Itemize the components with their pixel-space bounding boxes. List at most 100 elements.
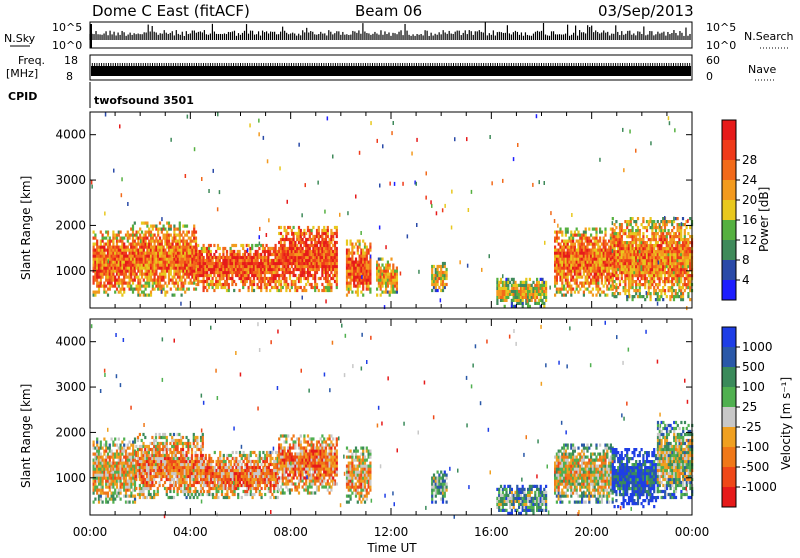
- range-gate-cell: [612, 249, 614, 253]
- range-gate-cell: [150, 294, 152, 297]
- range-gate-cell: [166, 231, 168, 234]
- range-gate-cell: [179, 273, 181, 276]
- range-gate-cell: [235, 283, 237, 286]
- range-gate-cell: [294, 241, 296, 244]
- range-gate-cell: [259, 227, 261, 231]
- range-gate-cell: [556, 240, 558, 243]
- range-gate-cell: [545, 284, 547, 287]
- range-gate-cell: [369, 282, 371, 285]
- freq-label: Freq.: [18, 54, 45, 67]
- range-gate-cell: [159, 237, 161, 240]
- range-gate-cell: [639, 280, 641, 283]
- range-gate-cell: [604, 246, 606, 249]
- range-gate-cell: [360, 231, 362, 235]
- range-gate-cell: [579, 270, 581, 273]
- range-gate-cell: [376, 294, 378, 297]
- range-gate-cell: [392, 264, 394, 267]
- range-gate-cell: [380, 288, 382, 291]
- range-gate-cell: [258, 132, 260, 136]
- range-gate-cell: [123, 291, 125, 294]
- range-gate-cell: [568, 282, 570, 285]
- range-gate-cell: [673, 283, 675, 286]
- range-gate-cell: [592, 294, 594, 297]
- range-gate-cell: [633, 295, 635, 298]
- range-gate-cell: [539, 180, 541, 184]
- range-gate-cell: [666, 295, 668, 298]
- range-gate-cell: [389, 264, 391, 267]
- range-gate-cell: [155, 270, 157, 273]
- range-gate-cell: [642, 235, 644, 238]
- range-gate-cell: [164, 294, 166, 297]
- noise-tick-top-left: 10^5: [52, 21, 82, 34]
- range-gate-cell: [431, 268, 433, 271]
- range-gate-cell: [150, 243, 152, 246]
- range-gate-cell: [567, 243, 569, 246]
- range-gate-cell: [260, 253, 262, 256]
- range-gate-cell: [336, 241, 338, 244]
- range-gate-cell: [181, 234, 183, 237]
- range-gate-cell: [369, 273, 371, 276]
- range-gate-cell: [285, 280, 287, 283]
- range-gate-cell: [132, 225, 134, 228]
- range-gate-cell: [595, 237, 597, 240]
- range-gate-cell: [248, 289, 250, 292]
- range-gate-cell: [689, 298, 691, 301]
- range-gate-cell: [442, 280, 444, 283]
- range-gate-cell: [181, 294, 183, 297]
- range-gate-cell: [93, 441, 95, 444]
- range-gate-cell: [300, 244, 302, 247]
- range-gate-cell: [489, 135, 491, 139]
- range-gate-cell: [597, 285, 599, 288]
- range-gate-cell: [391, 131, 393, 135]
- range-gate-cell: [318, 289, 320, 292]
- range-gate-cell: [355, 258, 357, 261]
- range-gate-cell: [545, 299, 547, 302]
- range-gate-cell: [545, 287, 547, 290]
- range-gate-cell: [199, 259, 201, 262]
- range-gate-cell: [120, 231, 122, 234]
- range-gate-cell: [635, 280, 637, 283]
- range-gate-cell: [362, 249, 364, 252]
- range-gate-cell: [389, 267, 391, 270]
- range-gate-cell: [615, 220, 617, 223]
- range-gate-cell: [314, 238, 316, 241]
- range-gate-cell: [659, 280, 661, 283]
- range-gate-cell: [678, 283, 680, 286]
- range-gate-cell: [139, 288, 141, 291]
- range-gate-cell: [141, 231, 143, 234]
- range-gate-cell: [444, 204, 446, 208]
- range-gate-cell: [624, 229, 626, 232]
- range-gate-cell: [549, 286, 551, 290]
- range-gate-cell: [210, 274, 212, 277]
- freq-band: [91, 66, 691, 76]
- range-gate-cell: [228, 283, 230, 286]
- nave-tick-top: 60: [706, 54, 720, 67]
- range-gate-cell: [168, 276, 170, 279]
- range-gate-cell: [567, 279, 569, 282]
- range-gate-cell: [496, 302, 498, 305]
- range-gate-cell: [396, 291, 398, 294]
- range-gate-cell: [538, 281, 540, 284]
- range-gate-cell: [275, 247, 277, 250]
- range-gate-cell: [433, 265, 435, 268]
- range-gate-cell: [383, 274, 385, 278]
- range-gate-cell: [529, 278, 531, 281]
- range-gate-cell: [329, 274, 331, 277]
- range-gate-cell: [113, 169, 115, 173]
- range-gate-cell: [121, 193, 123, 197]
- range-gate-cell: [576, 228, 578, 231]
- colorbar-tick-label: 28: [742, 153, 757, 167]
- range-gate-cell: [262, 244, 264, 247]
- range-gate-cell: [418, 270, 420, 274]
- range-gate-cell: [311, 241, 313, 244]
- range-gate-cell: [557, 224, 559, 228]
- range-gate-cell: [280, 226, 282, 229]
- range-gate-cell: [641, 223, 643, 226]
- range-gate-cell: [370, 255, 372, 259]
- range-gate-cell: [210, 250, 212, 253]
- range-gate-cell: [606, 285, 608, 288]
- range-gate-cell: [208, 286, 210, 289]
- range-gate-cell: [316, 286, 318, 289]
- range-gate-cell: [597, 243, 599, 246]
